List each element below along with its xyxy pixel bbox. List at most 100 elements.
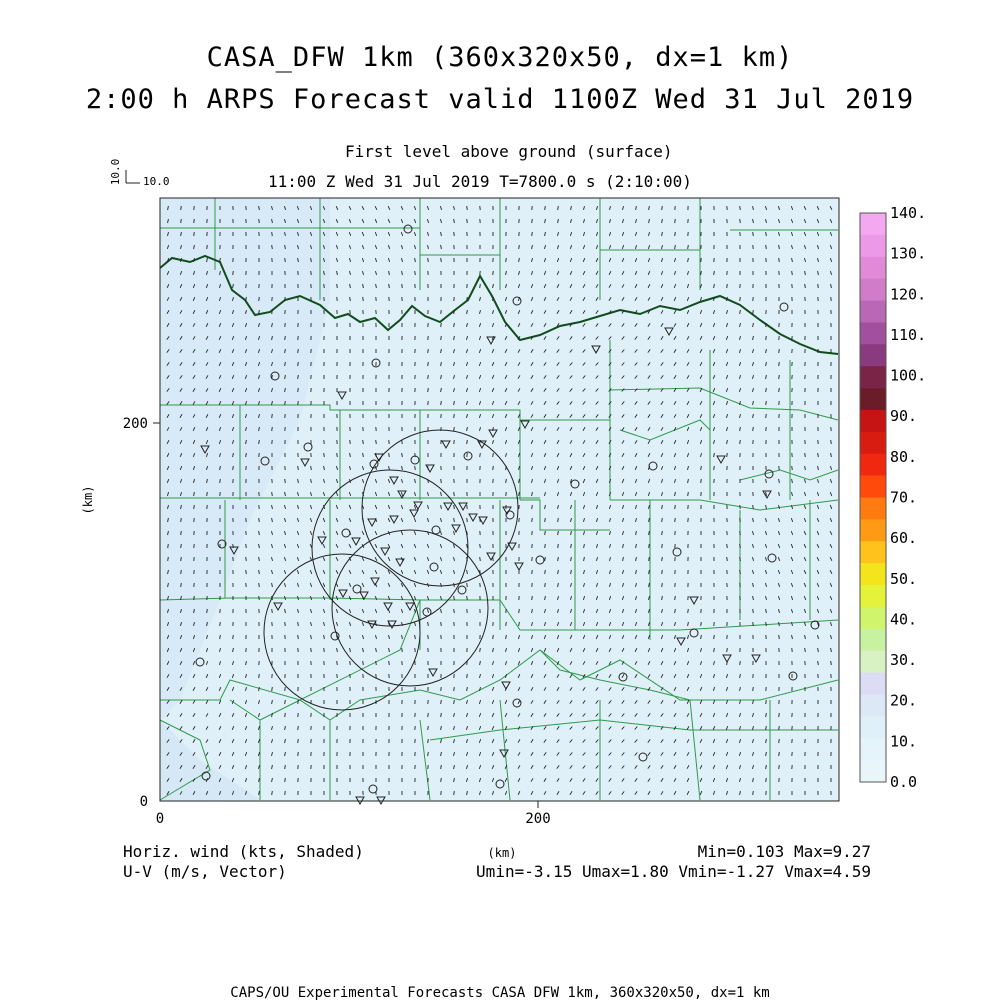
ref-vector-horizontal-label: 10.0 [143, 175, 170, 188]
wind-vector [363, 661, 364, 665]
wind-vector [740, 206, 741, 210]
wind-vector [675, 596, 676, 600]
wind-vector [337, 284, 338, 288]
wind-vector [441, 713, 442, 717]
wind-vector [181, 219, 182, 223]
colorbar-label: 0.0 [890, 773, 917, 791]
wind-vector [532, 596, 533, 600]
wind-vector [779, 362, 780, 366]
colorbar: 140.130.120.110.100.90.80.70.60.50.40.30… [860, 204, 926, 791]
colorbar-label: 20. [890, 692, 917, 710]
wind-vector [428, 388, 429, 392]
wind-vector [740, 219, 741, 223]
wind-vector [727, 453, 728, 457]
wind-vector [259, 518, 260, 522]
wind-vector [467, 297, 468, 301]
wind-vector [246, 544, 247, 548]
wind-vector [779, 765, 780, 769]
wind-vector [207, 492, 208, 496]
colorbar-swatch [860, 738, 886, 760]
wind-vector [662, 557, 663, 561]
wind-vector [766, 479, 767, 483]
wind-vector [688, 609, 689, 613]
wind-vector [298, 739, 299, 743]
colorbar-swatch [860, 476, 886, 498]
wind-vector [441, 258, 442, 262]
wind-vector [389, 661, 390, 665]
wind-vector [194, 505, 195, 509]
wind-vector [298, 349, 299, 353]
wind-vector [779, 258, 780, 262]
colorbar-label: 90. [890, 407, 917, 425]
wind-vector [376, 440, 377, 444]
wind-vector [441, 778, 442, 782]
wind-vector [831, 440, 832, 444]
wind-vector [766, 245, 767, 249]
wind-vector [480, 544, 481, 548]
wind-vector [259, 674, 260, 678]
colorbar-swatch [860, 519, 886, 541]
wind-vector [363, 440, 364, 444]
wind-vector [363, 297, 364, 301]
wind-vector [545, 531, 546, 535]
wind-vector [662, 531, 663, 535]
wind-vector [519, 245, 520, 249]
wind-vector [337, 661, 338, 665]
wind-vector [818, 284, 819, 288]
wind-vector [428, 713, 429, 717]
colorbar-swatch [860, 366, 886, 388]
wind-vector [220, 258, 221, 262]
wind-vector [298, 362, 299, 366]
wind-vector [467, 583, 468, 587]
wind-vector [259, 297, 260, 301]
colorbar-swatch [860, 344, 886, 366]
wind-vector [285, 778, 286, 782]
field-label: Horiz. wind (kts, Shaded) [123, 842, 364, 861]
wind-vector [298, 635, 299, 639]
wind-vector [779, 349, 780, 353]
wind-vector [662, 544, 663, 548]
wind-vector [766, 401, 767, 405]
wind-vector [168, 557, 169, 561]
wind-vector [181, 531, 182, 535]
wind-vector [467, 219, 468, 223]
wind-vector [805, 453, 806, 457]
colorbar-swatch [860, 629, 886, 651]
wind-vector [194, 219, 195, 223]
wind-vector [272, 310, 273, 314]
wind-vector [428, 726, 429, 730]
colorbar-label: 60. [890, 529, 917, 547]
wind-vector [727, 557, 728, 561]
wind-vector [688, 245, 689, 249]
colorbar-swatch [860, 651, 886, 673]
wind-vector [246, 570, 247, 574]
wind-vector [766, 778, 767, 782]
wind-vector [272, 414, 273, 418]
colorbar-swatch [860, 760, 886, 782]
wind-vector [818, 453, 819, 457]
wind-vector [649, 544, 650, 548]
colorbar-swatch [860, 498, 886, 520]
wind-vector [220, 479, 221, 483]
wind-vector [506, 479, 507, 483]
wind-vector [324, 284, 325, 288]
wind-vector [389, 453, 390, 457]
wind-vector [428, 349, 429, 353]
wind-vector [519, 609, 520, 613]
wind-vector [779, 752, 780, 756]
wind-vector [532, 232, 533, 236]
wind-vector [467, 440, 468, 444]
wind-vector [454, 414, 455, 418]
wind-vector [311, 466, 312, 470]
wind-vector [766, 414, 767, 418]
min-max-stats: Min=0.103 Max=9.27 [698, 842, 871, 861]
wind-vector [285, 622, 286, 626]
colorbar-swatch [860, 235, 886, 257]
wind-vector [519, 492, 520, 496]
wind-vector [766, 700, 767, 704]
wind-vector [181, 518, 182, 522]
wind-vector [181, 544, 182, 548]
wind-vector [454, 232, 455, 236]
wind-vector [272, 232, 273, 236]
wind-vector [298, 752, 299, 756]
